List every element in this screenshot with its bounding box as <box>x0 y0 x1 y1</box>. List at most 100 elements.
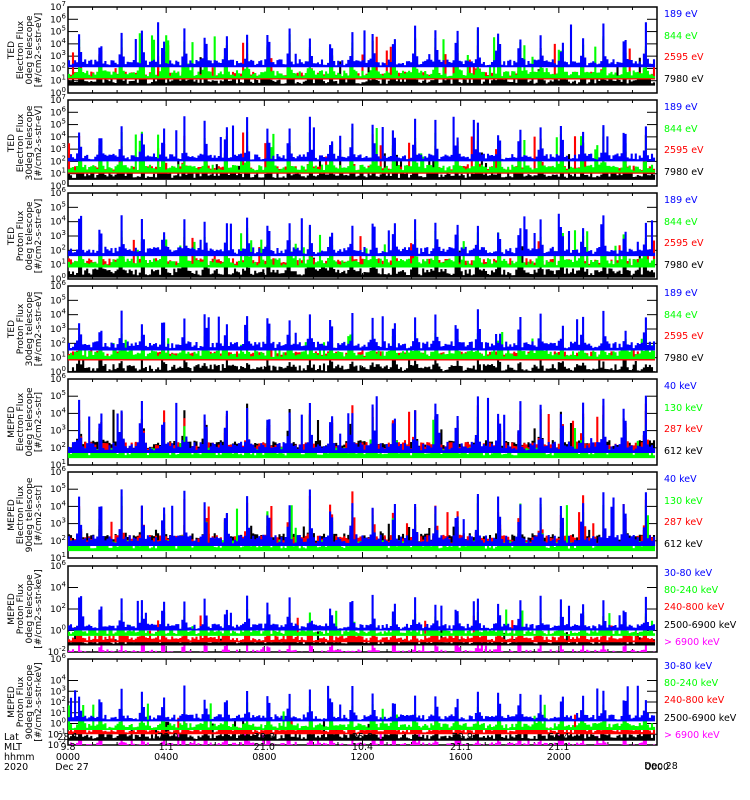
legend-entry: 612 keV <box>664 538 703 550</box>
x-axis-row-label: 2020 <box>4 762 29 773</box>
y-axis-label: TED Electron Flux 30deg telescope [#/cm2-s-… <box>7 98 44 188</box>
y-axis-label-line: [#/cm2-s-str-eV] <box>34 198 44 274</box>
series-189-ev <box>67 213 656 257</box>
x-tick-mlt: 10.4 <box>351 742 374 753</box>
series-30-80-kev <box>67 685 656 722</box>
x-tick-lat: 28.1 <box>57 732 79 743</box>
legend-entry: 287 keV <box>664 517 703 528</box>
legend-entry: 189 eV <box>664 288 698 299</box>
legend-entry: 2595 eV <box>664 52 704 63</box>
x-tick-lat: 25.8 <box>351 732 374 743</box>
y-axis-label-line: [#/cm2-s-str-keV] <box>34 569 44 649</box>
y-tick-label: 102 <box>50 602 66 615</box>
legend-entry: 844 eV <box>664 216 698 228</box>
y-axis-label-line: [#/cm2-s-str-eV] <box>34 105 44 181</box>
legend-entry: 130 keV <box>664 402 703 414</box>
legend-entry: > 6900 keV <box>664 729 720 741</box>
y-tick-label: 101 <box>50 74 66 87</box>
y-tick-label: 104 <box>50 37 66 50</box>
legend-entry: 189 eV <box>664 195 698 206</box>
series-844-ev <box>67 30 656 79</box>
x-tick-hhmm: 0800 <box>252 752 277 763</box>
y-tick-label: 104 <box>50 215 66 228</box>
legend-entry: 189 eV <box>664 102 698 113</box>
y-axis-label: MEPED Electron Flux 90deg telescope [#/cm2-… <box>7 470 44 560</box>
legend-entry: 30-80 keV <box>664 568 713 579</box>
x-axis-row-label: MLT <box>4 742 22 753</box>
y-tick-label: 101 <box>50 258 66 271</box>
legend-entry: 240-800 keV <box>664 695 725 707</box>
legend-entry: 40 keV <box>664 474 697 485</box>
series-189-ev <box>67 22 656 68</box>
y-tick-label: 102 <box>50 243 66 256</box>
legend-entry: 612 keV <box>664 445 703 457</box>
x-tick-hhmm: 0400 <box>154 752 179 763</box>
y-tick-label: 101 <box>50 167 66 180</box>
y-tick-label: 103 <box>50 322 66 335</box>
series-7980-ev <box>67 354 656 372</box>
legend-entry: 844 eV <box>664 30 698 42</box>
y-axis-label: TED Proton Flux 30deg telescope [#/cm2-s-st… <box>7 284 44 374</box>
series-189-ev <box>67 116 656 162</box>
x-tick-hhmm: 0000 <box>55 752 81 763</box>
series-189-ev <box>67 309 656 351</box>
y-axis-label: MEPED Electron Flux 0deg telescope [#/cm2-s… <box>7 377 44 467</box>
y-tick-label: 105 <box>50 200 66 213</box>
y-tick-label: 102 <box>50 534 66 547</box>
y-tick-label: 105 <box>50 25 66 38</box>
y-tick-label: 104 <box>50 406 66 419</box>
series-2500-6900-kev <box>67 718 656 741</box>
y-tick-label: 102 <box>50 336 66 349</box>
y-tick-label: 107 <box>50 0 66 13</box>
y-tick-label: 106 <box>50 12 66 25</box>
x-axis-row-label: Lat <box>4 732 19 743</box>
legend-entry: 130 keV <box>664 495 703 507</box>
series-7980-ev <box>67 147 656 180</box>
y-axis-label-line: [#/cm2-s-str-eV] <box>34 291 44 367</box>
y-tick-label: 105 <box>50 482 66 495</box>
legend-entry: 2595 eV <box>664 331 704 342</box>
y-tick-label: 105 <box>50 118 66 131</box>
x-tick-lat: 33.8 <box>253 732 275 743</box>
y-axis-label-line: [#/cm2-s-str] <box>34 391 44 453</box>
series-40-kev <box>67 395 656 453</box>
y-axis-label: MEPED Proton Flux 0deg telescope [#/cm2-s-s… <box>7 564 44 654</box>
y-tick-label: 104 <box>50 581 66 594</box>
y-tick-label: 106 <box>50 105 66 118</box>
legend-entry: 2500-6900 keV <box>664 712 737 724</box>
y-tick-label: 103 <box>50 517 66 530</box>
legend-entry: 2500-6900 keV <box>664 619 737 631</box>
y-tick-label: 104 <box>50 130 66 143</box>
y-axis-label: TED Proton Flux 0deg telescope [#/cm2-s-str… <box>7 191 44 281</box>
y-tick-label: 105 <box>50 389 66 402</box>
y-tick-label: 104 <box>50 499 66 512</box>
x-tick-mlt: 21.1 <box>548 742 570 753</box>
x-tick-hhmm: 1600 <box>448 752 473 763</box>
y-tick-label: 104 <box>50 308 66 321</box>
x-tick-lat: 56.4 <box>548 732 570 743</box>
legend-entry: 30-80 keV <box>664 661 713 672</box>
y-tick-label: 105 <box>50 293 66 306</box>
x-tick-hhmm: 0000 <box>644 762 670 773</box>
x-tick-hhmm: 1200 <box>350 752 375 763</box>
x-tick-mlt: 1.1 <box>158 742 174 753</box>
legend-entry: 80-240 keV <box>664 678 719 690</box>
x-tick-mlt: 21.1 <box>450 742 472 753</box>
series-30-80-kev <box>67 594 656 631</box>
legend-entry: 2595 eV <box>664 238 704 249</box>
x-tick-lat: -79.9 <box>448 732 473 743</box>
legend-entry: 287 keV <box>664 424 703 435</box>
series-844-ev <box>67 127 656 173</box>
y-tick-label: 102 <box>50 61 66 74</box>
legend-entry: > 6900 keV <box>664 636 720 648</box>
legend-entry: 189 eV <box>664 9 698 20</box>
legend-entry: 844 eV <box>664 123 698 135</box>
y-tick-label: 103 <box>50 229 66 242</box>
x-tick-mlt: 9.8 <box>60 742 76 753</box>
x-tick-lat: -73.0 <box>153 732 179 743</box>
series-80-240-kev <box>67 609 656 636</box>
legend-entry: 7980 eV <box>664 166 704 178</box>
y-tick-label: 100 <box>50 624 66 637</box>
y-axis-label-line: [#/cm2-s-str] <box>34 484 44 546</box>
